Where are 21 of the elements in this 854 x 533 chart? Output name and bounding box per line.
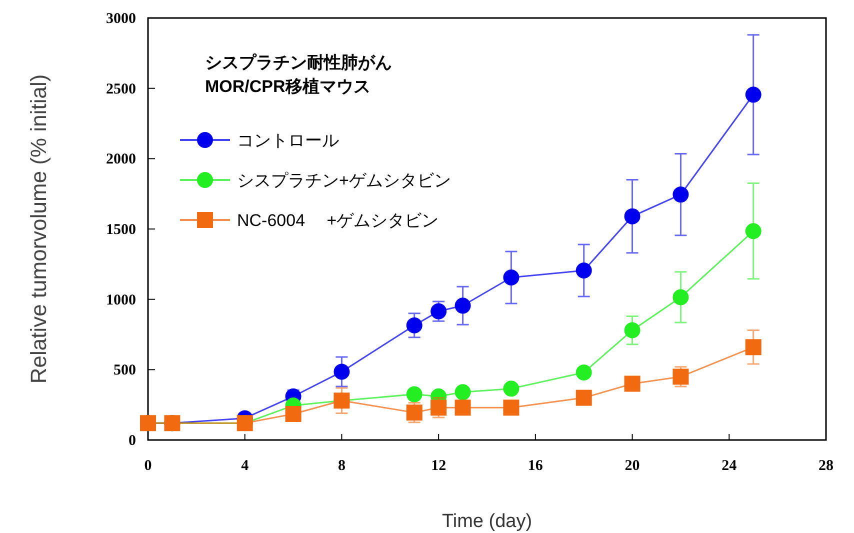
y-tick-label: 500 <box>114 362 136 379</box>
x-tick-label: 12 <box>431 458 446 474</box>
legend-label: コントロール <box>237 131 339 150</box>
y-tick-label: 2500 <box>106 81 136 98</box>
x-tick-label: 28 <box>818 458 834 474</box>
legend-label: NC-6004 +ゲムシタビン <box>237 211 439 230</box>
y-tick-label: 2000 <box>106 152 136 168</box>
x-tick-label: 20 <box>624 458 640 474</box>
x-tick-label: 24 <box>722 458 738 474</box>
x-tick-label: 4 <box>241 458 250 474</box>
y-tick-label: 0 <box>128 433 136 449</box>
x-axis-title: Time (day) <box>442 511 532 532</box>
legend-label: シスプラチン+ゲムシタビン <box>237 171 451 190</box>
y-tick-label: 1000 <box>106 292 136 308</box>
annotation: シスプラチン耐性肺がん MOR/CPR移植マウス <box>205 53 392 96</box>
x-tick-label: 16 <box>528 458 544 474</box>
y-tick-label: 3000 <box>106 11 136 27</box>
y-axis-title: Relative tumorvolume (% initial) <box>26 74 51 384</box>
y-tick-label: 1500 <box>106 222 136 238</box>
x-tick-label: 8 <box>338 458 346 474</box>
x-tick-label: 0 <box>144 458 152 474</box>
